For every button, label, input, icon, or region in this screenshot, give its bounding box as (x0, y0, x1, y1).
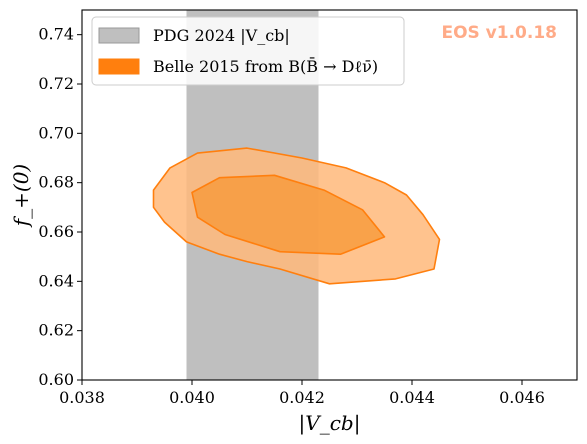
x-axis-label: |V_cb| (299, 411, 361, 436)
axes (81, 9, 578, 381)
legend-box (91, 16, 405, 86)
y-tick-label: 0.66 (38, 222, 74, 241)
y-tick-label: 0.62 (38, 321, 74, 340)
ticks: 0.038 0.040 0.042 0.044 0.046 0.60 0.62 0.64 0.6… (38, 25, 545, 407)
x-tick-label: 0.042 (279, 388, 325, 407)
x-tick-label: 0.038 (59, 388, 105, 407)
y-tick-label: 0.60 (38, 370, 74, 389)
watermark: EOS v1.0.18 (441, 23, 557, 43)
y-axis-label: f_+(0) (9, 164, 33, 229)
y-tick-label: 0.70 (38, 123, 74, 142)
legend: PDG 2024 |V_cb| Belle 2015 from B(B̄ → Dℓ… (91, 16, 405, 86)
contour-68-inner (191, 174, 386, 255)
legend-label: PDG 2024 |V_cb| (153, 26, 290, 45)
y-tick-label: 0.74 (38, 25, 74, 44)
y-tick-label: 0.64 (38, 271, 74, 290)
legend-label: Belle 2015 from B(B̄ → Dℓν̄) (153, 55, 378, 76)
axis-labels: |V_cb| f_+(0) (9, 164, 360, 436)
y-tick-label: 0.68 (38, 173, 74, 192)
legend-swatch (98, 58, 140, 75)
legend-swatch (98, 27, 140, 44)
x-tick-label: 0.044 (389, 388, 435, 407)
y-tick-label: 0.72 (38, 74, 74, 93)
plot-frame (81, 9, 578, 381)
x-tick-label: 0.040 (169, 388, 215, 407)
x-tick-label: 0.046 (499, 388, 545, 407)
